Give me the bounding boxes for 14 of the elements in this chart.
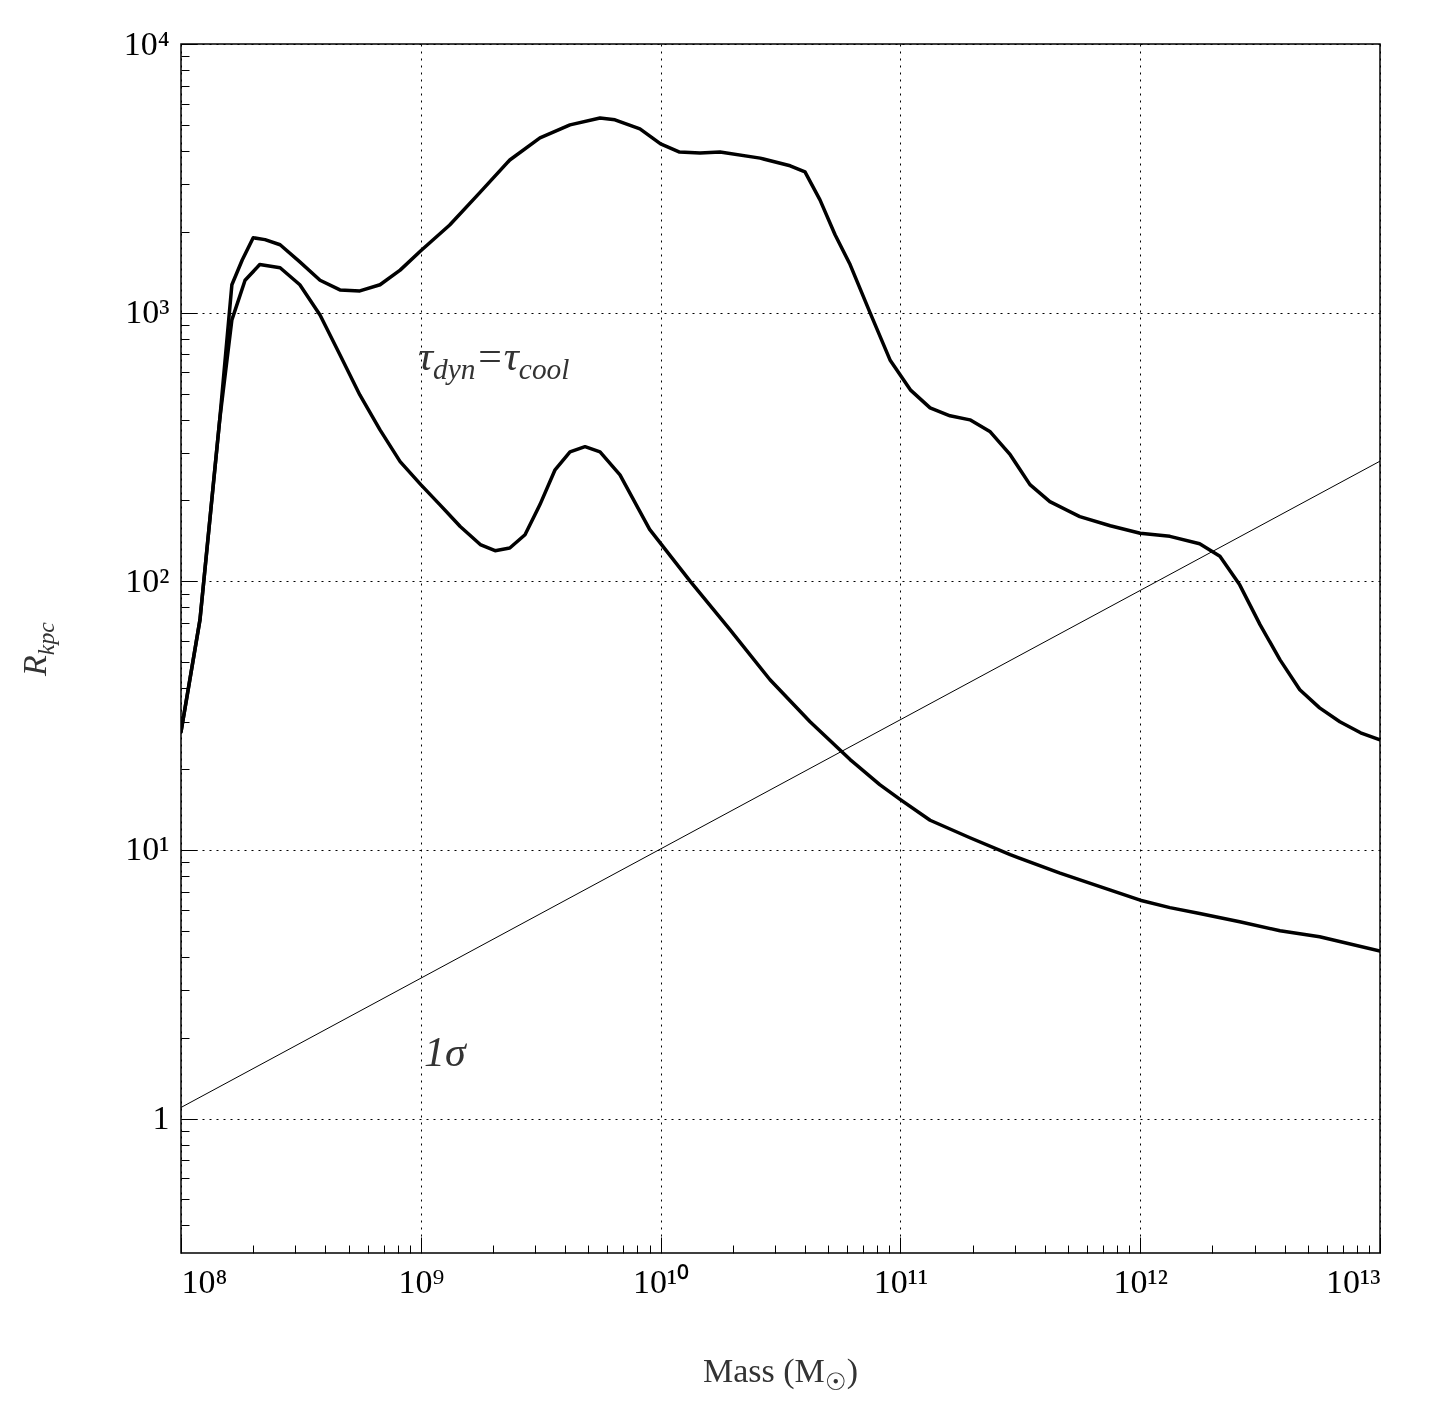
annotation: τ$_{dyn}$=τ$_{cool}$ — [418, 332, 570, 387]
y-tick-label: 10³ — [125, 293, 170, 331]
x-tick-label: 10¹³ — [1326, 1262, 1381, 1300]
y-tick-label: 10⁴ — [123, 24, 170, 62]
x-tick-label: 10⁹ — [398, 1262, 445, 1300]
x-tick-label: 10¹⁰ — [633, 1262, 690, 1300]
x-tick-label: 10¹² — [1113, 1262, 1168, 1300]
x-tick-label: 10¹¹ — [873, 1262, 929, 1300]
x-axis-title: Mass (M$_{☉}$) — [702, 1352, 859, 1396]
y-tick-label: 10² — [125, 561, 170, 599]
x-tick-label: 10⁸ — [181, 1262, 228, 1300]
y-tick-label: 1 — [152, 1099, 170, 1137]
annotation: 1σ — [424, 1028, 466, 1076]
y-tick-label: 10¹ — [125, 830, 170, 868]
